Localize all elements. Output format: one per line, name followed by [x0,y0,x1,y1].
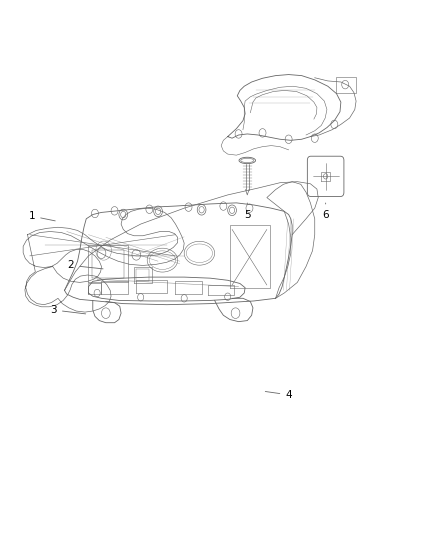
Text: 3: 3 [50,305,86,315]
Text: 4: 4 [265,390,292,400]
Text: 5: 5 [244,203,251,220]
Text: 6: 6 [322,203,329,220]
Text: 2: 2 [68,261,103,270]
Text: 1: 1 [28,211,55,221]
